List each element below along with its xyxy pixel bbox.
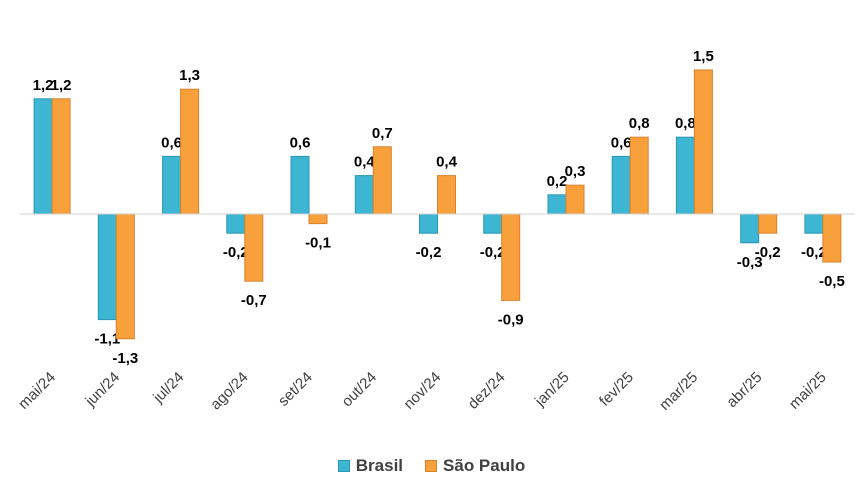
x-tick-label-6: nov/24	[400, 369, 444, 413]
data-label-sao-paulo-6: 0,4	[436, 154, 458, 171]
bar-sao-paulo-9	[629, 136, 649, 215]
data-label-brasil-9: 0,6	[611, 134, 632, 151]
data-label-sao-paulo-8: 0,3	[565, 163, 586, 180]
x-tick-label-3: ago/24	[207, 369, 251, 413]
legend-swatch-brasil	[337, 460, 350, 472]
x-tick-label-5: out/24	[339, 369, 381, 411]
bar-sao-paulo-1	[115, 213, 135, 340]
legend-item-sao-paulo: São Paulo	[425, 456, 525, 476]
data-label-sao-paulo-12: -0,5	[819, 273, 845, 290]
data-label-sao-paulo-2: 1,3	[179, 67, 200, 84]
x-tick-label-11: abr/25	[723, 369, 765, 411]
data-label-brasil-4: 0,6	[290, 134, 311, 151]
data-label-brasil-1: -1,1	[94, 331, 120, 348]
bar-sao-paulo-10	[693, 69, 713, 215]
bar-brasil-8	[547, 194, 567, 215]
data-label-sao-paulo-10: 1,5	[693, 48, 714, 65]
data-label-sao-paulo-9: 0,8	[629, 115, 650, 132]
bar-brasil-12	[804, 213, 824, 234]
data-label-brasil-8: 0,2	[547, 173, 568, 190]
x-tick-label-2: jul/24	[149, 369, 187, 407]
x-tick-label-1: jun/24	[82, 369, 124, 411]
data-label-sao-paulo-1: -1,3	[112, 350, 138, 367]
bar-brasil-5	[354, 175, 374, 215]
bar-sao-paulo-7	[501, 213, 521, 301]
legend-label-sao-paulo: São Paulo	[443, 456, 526, 475]
data-label-brasil-6: -0,2	[416, 244, 442, 261]
bar-sao-paulo-12	[822, 213, 842, 263]
data-label-brasil-7: -0,2	[480, 244, 506, 261]
bar-brasil-7	[483, 213, 503, 234]
data-label-brasil-5: 0,4	[354, 154, 376, 171]
bar-brasil-4	[290, 155, 310, 215]
legend-item-brasil: Brasil	[337, 456, 404, 476]
x-tick-label-8: jan/25	[531, 369, 573, 411]
bar-sao-paulo-4	[308, 213, 328, 225]
bar-brasil-11	[740, 213, 760, 244]
bar-brasil-10	[675, 136, 695, 215]
bar-brasil-9	[611, 155, 631, 215]
bar-brasil-1	[97, 213, 117, 321]
bar-brasil-6	[419, 213, 438, 234]
data-label-brasil-3: -0,2	[223, 244, 249, 261]
legend: Brasil São Paulo	[0, 456, 863, 476]
data-label-sao-paulo-4: -0,1	[305, 235, 331, 252]
bar-sao-paulo-0	[51, 98, 71, 215]
data-label-brasil-12: -0,2	[801, 244, 827, 261]
data-label-sao-paulo-0: 1,2	[51, 77, 72, 94]
x-tick-label-7: dez/24	[465, 369, 509, 413]
bar-brasil-2	[162, 155, 182, 215]
data-label-brasil-10: 0,8	[675, 115, 696, 132]
data-label-sao-paulo-7: -0,9	[498, 311, 524, 328]
legend-label-brasil: Brasil	[355, 456, 404, 475]
bar-sao-paulo-11	[758, 213, 778, 234]
bar-sao-paulo-2	[180, 88, 200, 215]
x-tick-label-10: mar/25	[656, 369, 701, 414]
data-label-sao-paulo-3: -0,7	[241, 292, 267, 309]
data-label-brasil-2: 0,6	[161, 134, 182, 151]
data-label-brasil-11: -0,3	[737, 254, 763, 271]
data-label-brasil-0: 1,2	[33, 77, 54, 94]
x-tick-label-12: mai/25	[786, 369, 830, 413]
data-label-sao-paulo-11: -0,2	[755, 244, 781, 261]
x-tick-label-4: set/24	[275, 369, 316, 410]
legend-swatch-sao-paulo	[425, 460, 438, 472]
data-label-sao-paulo-5: 0,7	[372, 125, 393, 142]
bar-sao-paulo-6	[437, 175, 456, 215]
bar-sao-paulo-5	[372, 146, 392, 215]
bar-sao-paulo-3	[244, 213, 264, 282]
bar-brasil-3	[226, 213, 246, 234]
bar-brasil-0	[33, 98, 53, 215]
bar-sao-paulo-8	[565, 184, 585, 215]
x-tick-label-9: fev/25	[596, 369, 637, 410]
x-tick-label-0: mai/24	[15, 369, 59, 413]
